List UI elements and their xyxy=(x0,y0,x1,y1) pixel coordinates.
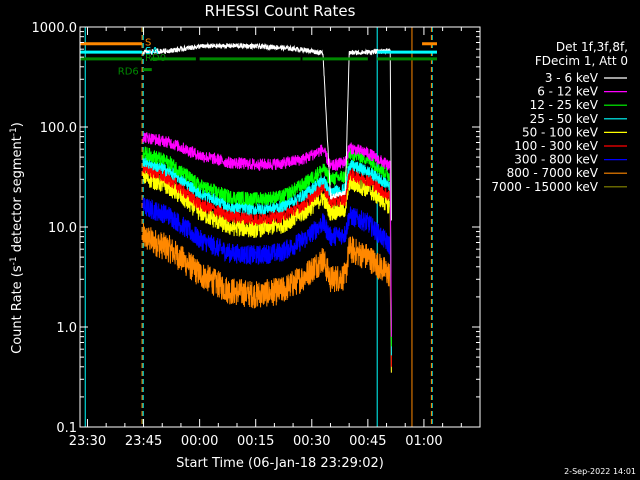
x-tick-label: 00:00 xyxy=(181,434,218,449)
y-tick-label: 100.0 xyxy=(40,121,77,136)
legend-label: 6 - 12 keV xyxy=(537,85,599,99)
x-tick-label: 00:45 xyxy=(349,434,386,449)
x-tick-label: 00:30 xyxy=(293,434,330,449)
series-line-300-800keV xyxy=(142,197,392,373)
y-axis-ticks: 1000.0 100.0 10.0 1.0 0.1 xyxy=(32,21,480,436)
y-axis-label: Count Rate (s-1 detector segment-1) xyxy=(9,122,25,354)
x-axis-label: Start Time (06-Jan-18 23:29:02) xyxy=(176,456,384,471)
series-line-6-12keV xyxy=(142,132,392,337)
legend-label: 25 - 50 keV xyxy=(530,112,599,126)
series-line-3-6keV xyxy=(142,42,392,221)
x-tick-label: 23:45 xyxy=(125,434,162,449)
series-line-12-25keV xyxy=(142,146,392,347)
y-axis-label-mid: detector segment xyxy=(10,136,25,256)
y-axis-label-sup2: -1 xyxy=(9,127,19,136)
x-tick-label: 00:15 xyxy=(237,434,274,449)
series-line-50-100keV xyxy=(142,168,392,373)
status-bar-label-RD6: RD6 xyxy=(118,67,139,78)
legend-label: 12 - 25 keV xyxy=(530,98,599,112)
chart-title: RHESSI Count Rates xyxy=(205,2,356,20)
y-tick-label: 1000.0 xyxy=(32,21,78,36)
legend-header-line-2: FDecim 1, Att 0 xyxy=(535,54,628,68)
y-axis-label-main: Count Rate (s xyxy=(10,265,25,354)
x-tick-label: 01:00 xyxy=(405,434,442,449)
legend-header-line-1: Det 1f,3f,8f, xyxy=(556,40,628,54)
x-tick-label: 23:30 xyxy=(69,434,106,449)
legend-label: 800 - 7000 keV xyxy=(507,166,599,180)
y-tick-label: 10.0 xyxy=(48,221,77,236)
y-tick-label: 1.0 xyxy=(56,321,77,336)
footer-date-stamp: 2-Sep-2022 14:01 xyxy=(564,467,636,476)
status-bar-label-RD0: RD0 xyxy=(145,53,166,64)
y-tick-label: 0.1 xyxy=(56,421,77,436)
legend-label: 3 - 6 keV xyxy=(545,71,599,85)
status-bar-label-S: S xyxy=(145,38,151,49)
legend-label: 7000 - 15000 keV xyxy=(491,180,598,194)
legend: Det 1f,3f,8f, FDecim 1, Att 0 3 - 6 keV6… xyxy=(491,40,628,194)
y-axis-label-sup1: -1 xyxy=(9,256,19,265)
x-axis-ticks: 23:30 23:45 00:00 00:15 00:30 00:45 01:00 xyxy=(69,27,462,449)
legend-label: 300 - 800 keV xyxy=(514,153,598,167)
series-line-100-300keV xyxy=(142,161,392,367)
series-layer xyxy=(142,42,392,373)
legend-label: 50 - 100 keV xyxy=(522,125,599,139)
status-bar-label-SA: SA xyxy=(145,46,159,57)
series-line-800-7000keV xyxy=(142,223,392,373)
y-axis-label-end: ) xyxy=(10,122,25,127)
legend-label: 100 - 300 keV xyxy=(514,139,598,153)
